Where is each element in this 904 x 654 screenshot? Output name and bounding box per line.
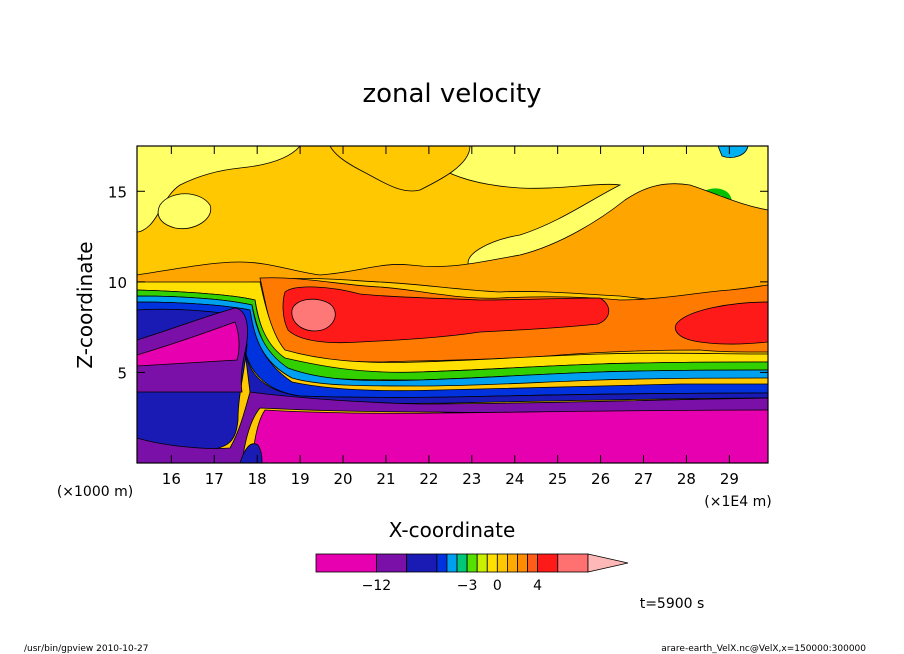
contour-field [137, 146, 768, 463]
y-unit-note: (×1000 m) [57, 484, 133, 500]
footer-left: /usr/bin/gpview 2010-10-27 [24, 644, 148, 654]
x-tick-label: 27 [634, 470, 653, 488]
x-tick-label: 23 [462, 470, 481, 488]
time-label: t=5900 s [640, 596, 705, 612]
x-axis-ticks: 16 17 18 19 20 21 22 23 24 25 26 27 28 29 [162, 146, 739, 488]
band-gold-bulge [329, 146, 471, 192]
y-axis-ticks: 5 10 15 [108, 183, 768, 382]
band-upper-yellow-left [137, 146, 301, 233]
colorbar-segment [537, 553, 559, 573]
y-tick-label: 10 [108, 274, 127, 292]
x-tick-label: 21 [376, 470, 395, 488]
x-tick-label: 17 [205, 470, 224, 488]
colorbar-segment [406, 553, 438, 573]
x-tick-label: 16 [162, 470, 181, 488]
colorbar-arrow [587, 553, 629, 573]
y-tick-label: 5 [117, 364, 127, 382]
y-axis-label: Z-coordinate [73, 241, 97, 368]
colorbar-segment [315, 553, 377, 573]
colorbar-segment [476, 553, 488, 573]
band-navy-tongue [239, 443, 263, 463]
band-magenta-lower [251, 409, 768, 463]
x-tick-label: 29 [720, 470, 739, 488]
colorbar-segment [527, 553, 539, 573]
colorbar-segment [456, 553, 468, 573]
colorbar-segment [376, 553, 408, 573]
colorbar-segment [496, 553, 508, 573]
colorbar-tick-label: 4 [533, 578, 542, 594]
colorbar-tick-label: −12 [362, 578, 392, 594]
x-tick-label: 18 [248, 470, 267, 488]
x-tick-label: 24 [505, 470, 524, 488]
colorbar-tick-label: 0 [493, 578, 502, 594]
x-tick-label: 26 [591, 470, 610, 488]
band-red-right [674, 301, 768, 345]
x-axis-label: X-coordinate [389, 518, 516, 542]
colorbar-segment [557, 553, 589, 573]
colorbar-segment [446, 553, 458, 573]
colorbar-tick-labels: −12 −3 0 4 [362, 578, 542, 594]
colorbar-segment [436, 553, 448, 573]
x-unit-note: (×1E4 m) [704, 494, 771, 510]
band-pink-core [291, 298, 336, 332]
colorbar-tick-label: −3 [457, 578, 478, 594]
colorbar-segment [517, 553, 528, 573]
band-magenta-left [137, 321, 240, 367]
chart-title: zonal velocity [362, 79, 541, 109]
y-tick-label: 15 [108, 183, 127, 201]
x-tick-label: 22 [419, 470, 438, 488]
colorbar-segment [466, 553, 478, 573]
x-tick-label: 19 [291, 470, 310, 488]
footer-right: arare-earth_VelX.nc@VelX,x=150000:300000 [661, 644, 866, 654]
band-purple-lower [137, 391, 768, 463]
plot-frame [136, 145, 769, 464]
band-orange-mid [137, 183, 768, 331]
x-tick-label: 25 [548, 470, 567, 488]
colorbar-segment [507, 553, 518, 573]
colorbar-segment [486, 553, 498, 573]
x-tick-label: 20 [333, 470, 352, 488]
band-yellow-blob [157, 193, 212, 230]
band-red-jet [282, 286, 610, 344]
colorbar [315, 553, 629, 573]
x-tick-label: 28 [677, 470, 696, 488]
